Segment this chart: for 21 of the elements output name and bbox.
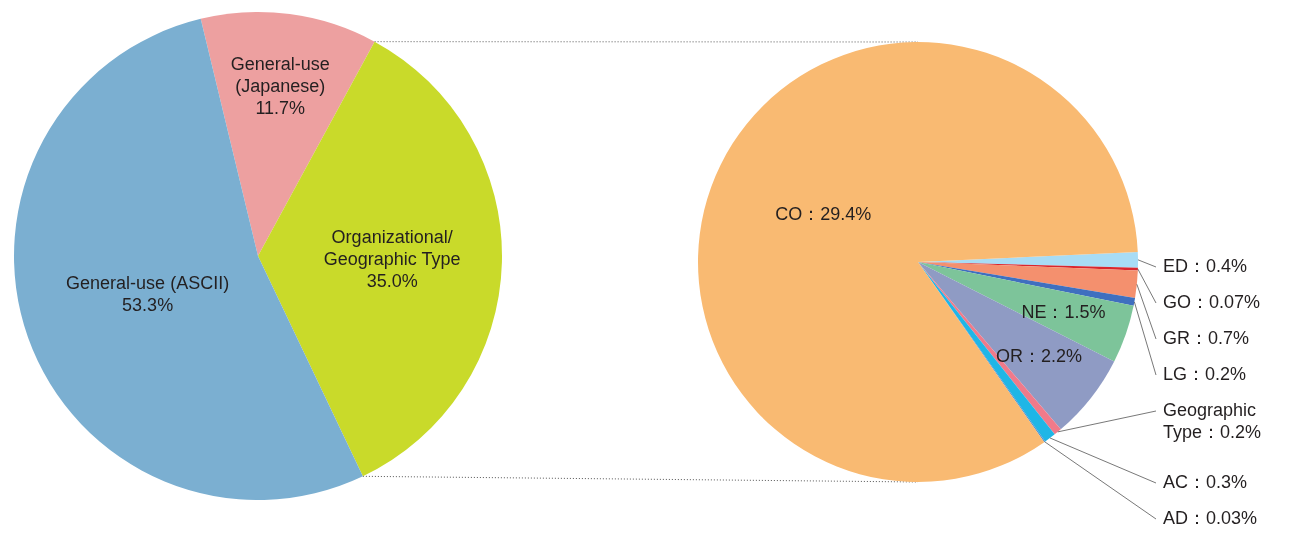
slice-label: NE：1.5% <box>1021 301 1106 322</box>
slice-label: Geographic Type：0.2% <box>1163 400 1262 442</box>
slice-label: ED：0.4% <box>1163 256 1248 276</box>
slice-label: CO：29.4% <box>775 204 872 225</box>
slice-label: AD：0.03% <box>1163 508 1258 528</box>
slice-label: LG：0.2% <box>1163 364 1247 384</box>
slice-label: General-use (Japanese) <box>230 53 330 96</box>
slice-label: GO：0.07% <box>1163 292 1261 312</box>
data-label: 11.7% <box>255 97 306 118</box>
pie-slice <box>918 262 1138 298</box>
data-label: 35.0% <box>366 270 418 291</box>
pie-slice <box>698 42 1138 482</box>
slice-label: General-use (ASCII) <box>66 273 230 294</box>
slice-label: OR：2.2% <box>995 346 1083 367</box>
slice-label: AC：0.3% <box>1163 472 1248 492</box>
pie-slice <box>918 262 1136 306</box>
slice-label: GR：0.7% <box>1163 328 1250 348</box>
pie-slice <box>918 262 1134 362</box>
data-label: 53.3% <box>122 295 174 316</box>
pie-slice <box>918 262 1115 430</box>
slice-label: Organizational/ Geographic Type <box>323 226 461 269</box>
